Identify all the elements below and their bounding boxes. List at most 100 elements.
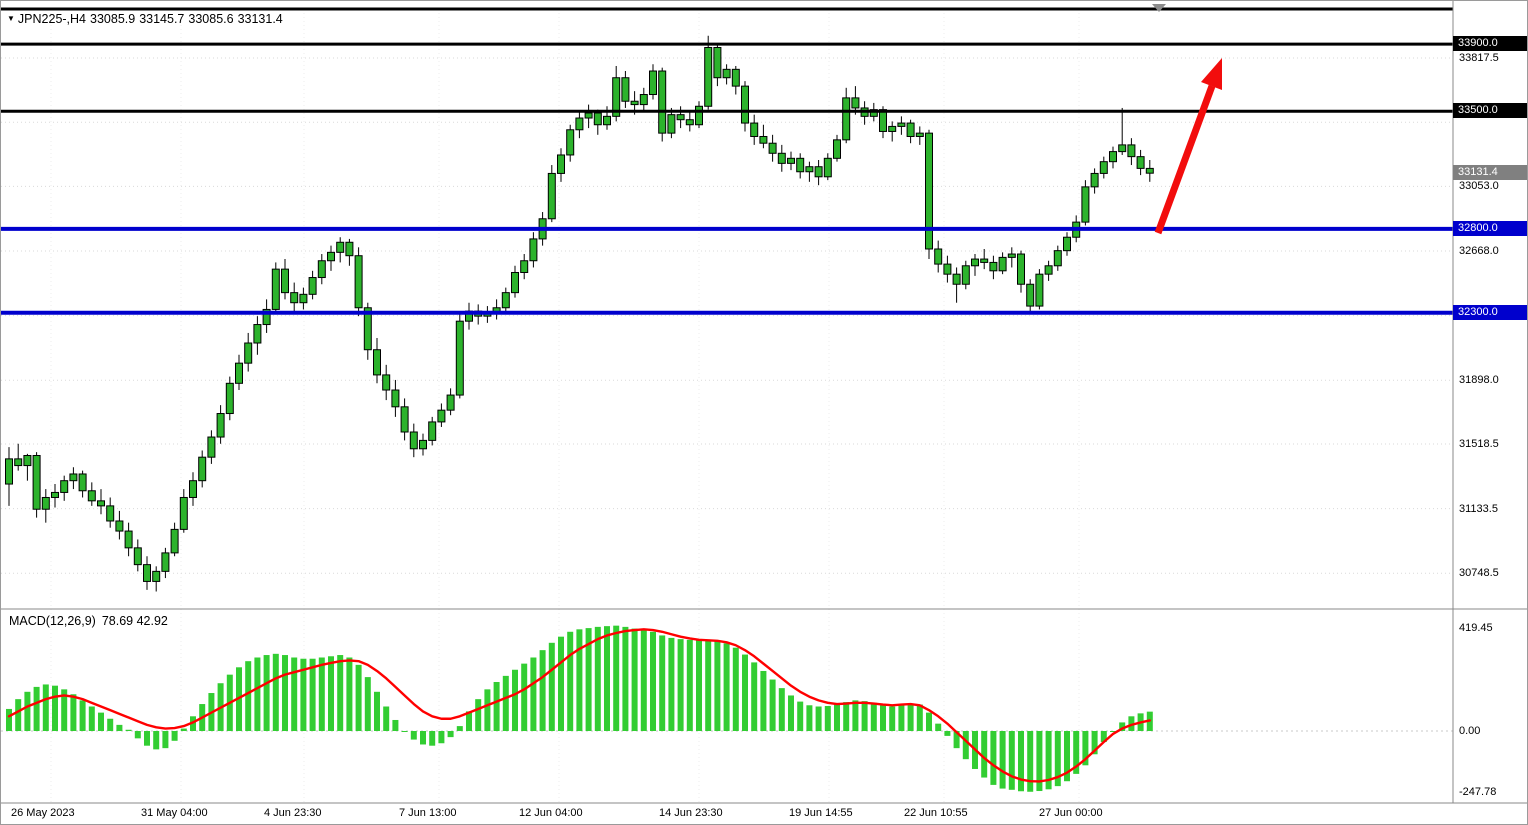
macd-histogram-bar — [263, 655, 270, 731]
macd-histogram-bar — [1110, 731, 1116, 732]
dropdown-triangle-icon[interactable]: ▼ — [7, 14, 15, 23]
macd-histogram-bar — [1091, 731, 1098, 755]
candle-body — [69, 473, 78, 482]
macd-histogram-bar — [824, 706, 831, 731]
candle-body — [1099, 161, 1108, 174]
macd-histogram-bar — [355, 664, 362, 731]
trend-arrow[interactable] — [1154, 84, 1216, 235]
candle-body — [529, 238, 538, 262]
candle-body — [612, 77, 621, 117]
candle-body — [253, 324, 262, 344]
candle-body — [501, 292, 510, 309]
macd-histogram-bar — [429, 731, 436, 746]
candle-body — [897, 122, 906, 127]
macd-histogram-bar — [79, 700, 86, 731]
candle-body — [869, 109, 878, 117]
candle-body — [925, 132, 933, 250]
candle-body — [455, 320, 464, 396]
candle-body — [41, 496, 50, 510]
macd-histogram-bar — [1027, 731, 1034, 792]
macd-histogram-bar — [742, 654, 748, 731]
candle-body — [97, 500, 105, 507]
candle-body — [722, 68, 731, 79]
macd-histogram-bar — [935, 723, 942, 731]
candle-body — [143, 564, 151, 582]
candle-body — [23, 455, 32, 467]
macd-signal-line — [7, 628, 1152, 783]
macd-histogram-bar — [346, 657, 353, 731]
candle-body — [1118, 144, 1127, 153]
macd-histogram-bar — [374, 691, 380, 731]
macd-histogram-bar — [861, 701, 868, 731]
candle-body — [216, 413, 225, 438]
candle-body — [649, 70, 657, 96]
candle-body — [115, 520, 124, 532]
candle-body — [87, 490, 96, 502]
macd-histogram-bar — [797, 701, 804, 731]
macd-histogram-bar — [990, 731, 997, 785]
macd-histogram-bar — [134, 731, 141, 739]
macd-histogram-bar — [466, 711, 472, 731]
candle-body — [124, 530, 133, 549]
macd-histogram-bar — [953, 731, 960, 749]
candle-body — [308, 277, 317, 295]
macd-histogram-bar — [88, 706, 95, 731]
candle-body — [78, 473, 87, 492]
macd-histogram-bar — [677, 639, 684, 731]
macd-histogram-bar — [751, 662, 758, 731]
candle-body — [823, 157, 832, 178]
candle-body — [833, 139, 841, 159]
macd-histogram-bar — [383, 706, 390, 731]
macd-histogram-bar — [732, 647, 739, 731]
candle-body — [161, 552, 170, 572]
candle-body — [363, 307, 372, 351]
candle-body — [1017, 253, 1025, 285]
candle-body — [584, 112, 593, 119]
macd-histogram-bar — [558, 636, 564, 731]
candle-body — [796, 157, 805, 173]
trend-arrow-head[interactable] — [1201, 58, 1222, 90]
macd-histogram-bar — [33, 686, 40, 731]
macd-histogram-bar — [328, 656, 334, 731]
candle-body — [805, 166, 814, 173]
macd-histogram-bar — [484, 689, 491, 731]
candle-body — [851, 97, 860, 109]
candle-body — [621, 77, 630, 102]
candle-body — [336, 241, 345, 253]
macd-histogram-bar — [15, 699, 22, 731]
candle-body — [1044, 265, 1053, 275]
macd-histogram-bar — [392, 719, 399, 731]
macd-histogram-bar — [300, 658, 307, 731]
candle-body — [750, 122, 759, 137]
macd-histogram-bar — [1045, 731, 1052, 790]
candle-body — [547, 172, 556, 220]
candle-body — [207, 436, 216, 458]
candle-body — [1109, 151, 1117, 163]
macd-histogram-bar — [944, 731, 951, 736]
candle-body — [179, 496, 188, 530]
macd-histogram-bar — [245, 661, 252, 731]
candle-body — [106, 505, 115, 522]
candle-body — [299, 293, 308, 304]
scroll-marker-icon[interactable] — [1152, 4, 1166, 12]
candle-body — [152, 570, 161, 582]
candle-body — [1026, 283, 1035, 307]
candle-body — [409, 431, 418, 450]
quote-open: 33085.9 — [90, 12, 136, 26]
candle-body — [842, 97, 851, 141]
candle-body — [557, 154, 565, 174]
candle-body — [446, 394, 455, 411]
macd-histogram-bar — [650, 631, 656, 731]
macd-title: MACD(12,26,9) — [9, 614, 96, 628]
macd-histogram-bar — [502, 675, 509, 731]
macd-histogram-bar — [898, 705, 905, 731]
macd-histogram-bar — [1082, 731, 1089, 766]
candle-body — [952, 273, 961, 285]
macd-histogram-bar — [916, 704, 923, 731]
candle-body — [713, 47, 722, 79]
macd-histogram-bar — [410, 731, 417, 740]
macd-histogram-bar — [548, 642, 555, 731]
macd-histogram-bar — [180, 728, 187, 731]
candle-body — [667, 114, 676, 134]
